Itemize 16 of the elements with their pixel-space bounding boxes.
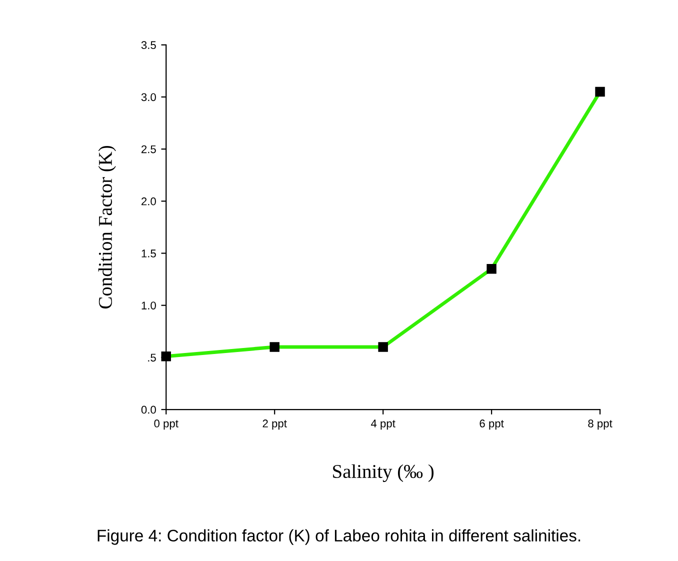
x-tick-label: 6 ppt (480, 420, 504, 430)
y-tick-label: 1.0 (142, 302, 156, 310)
y-axis-title: Condition Factor (K) (98, 146, 116, 308)
x-tick-label: 8 ppt (588, 420, 612, 430)
y-tick-label: 2.5 (142, 145, 156, 154)
x-tick-label: 2 ppt (262, 420, 287, 430)
y-tick-label: 3.0 (141, 93, 156, 102)
caption: Figure 4: Condition factor (K) of Labeo rohita in different salinities. (98, 529, 580, 545)
y-tick-label: .5 (148, 354, 156, 362)
y-tick-label: 2.0 (142, 197, 156, 206)
y-tick-label: 3.5 (141, 41, 156, 50)
y-tick-label: 1.5 (142, 250, 156, 258)
x-tick-label: 0 ppt (154, 420, 178, 430)
x-axis-title: Salinity (‰ ) (333, 464, 434, 482)
x-tick-label: 4 ppt (370, 420, 396, 430)
y-tick-label: 0.0 (141, 406, 156, 414)
